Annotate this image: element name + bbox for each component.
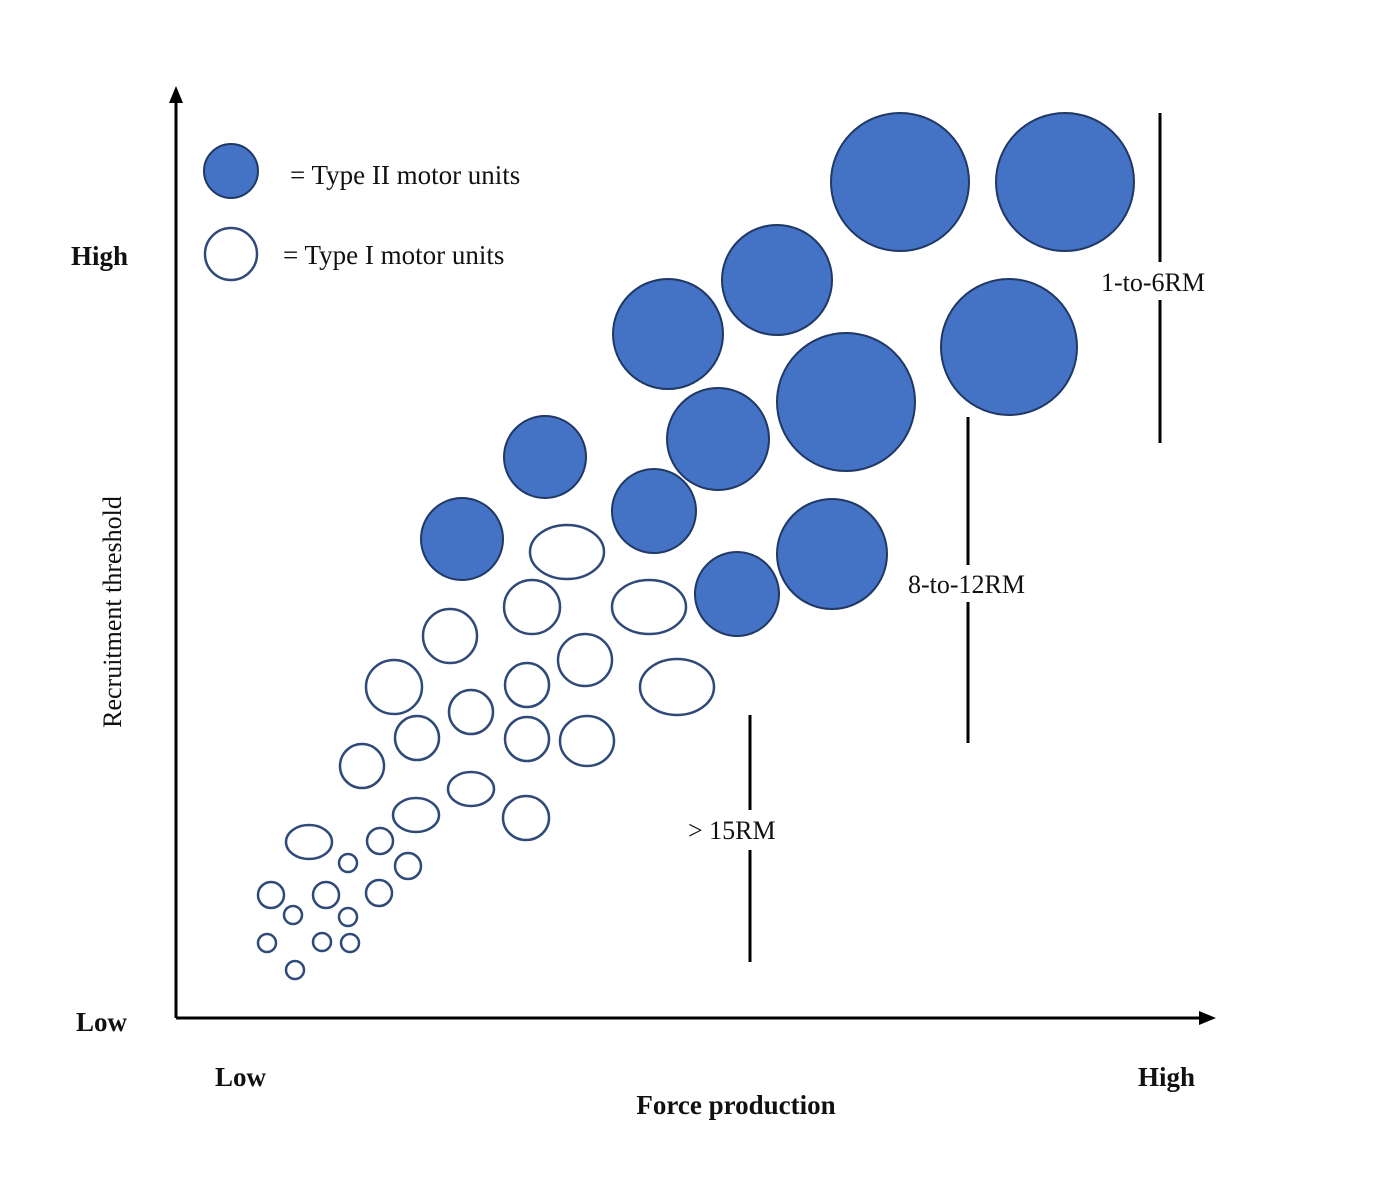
type-ii-motor-unit	[611, 468, 697, 554]
type-i-motor-unit	[364, 658, 424, 716]
type-ii-motor-unit	[666, 387, 770, 491]
type-i-motor-unit	[284, 959, 306, 981]
type-i-motor-unit	[365, 826, 395, 856]
type-i-motor-unit	[256, 932, 278, 954]
x-axis-high-label: High	[1138, 1062, 1195, 1092]
type-i-motor-unit	[337, 852, 359, 874]
type-ii-motor-units	[420, 112, 1135, 637]
legend: = Type II motor units = Type I motor uni…	[203, 143, 520, 282]
type-i-motor-unit	[446, 770, 496, 808]
type-i-motor-unit	[339, 932, 361, 954]
type-ii-motor-unit	[776, 498, 888, 610]
legend-type-i-label: = Type I motor units	[283, 240, 504, 270]
type-i-motor-unit	[364, 878, 394, 908]
range-label-light: > 15RM	[688, 816, 776, 845]
type-i-motor-unit	[256, 880, 286, 910]
x-axis-low-label: Low	[215, 1062, 267, 1092]
type-i-motor-unit	[558, 714, 616, 768]
type-ii-motor-unit	[940, 278, 1078, 416]
type-ii-motor-unit	[503, 415, 587, 499]
type-ii-motor-unit	[420, 497, 504, 581]
y-axis-high-label: High	[71, 241, 128, 271]
type-i-motor-unit	[638, 657, 716, 717]
type-i-motor-unit	[528, 523, 606, 581]
type-i-motor-unit	[502, 578, 562, 636]
type-i-motor-unit	[311, 931, 333, 953]
type-i-motor-unit	[447, 688, 495, 736]
type-i-motor-unit	[391, 796, 441, 834]
type-i-motor-unit	[556, 632, 614, 688]
type-ii-motor-unit	[995, 112, 1135, 252]
y-axis-title: Recruitment threshold	[98, 496, 127, 728]
type-i-motor-unit	[338, 742, 386, 790]
legend-type-ii-swatch	[203, 143, 259, 199]
type-i-motor-unit	[503, 661, 551, 709]
axes	[169, 86, 1216, 1025]
y-axis-arrow-icon	[169, 86, 183, 103]
type-ii-motor-unit	[830, 112, 970, 252]
type-i-motor-unit	[421, 607, 479, 665]
type-i-motor-unit	[284, 823, 334, 861]
type-i-motor-unit	[610, 578, 688, 636]
type-i-motor-units	[256, 523, 716, 981]
type-i-motor-unit	[311, 880, 341, 910]
type-i-motor-unit	[503, 715, 551, 763]
y-axis-low-label: Low	[76, 1007, 128, 1037]
type-i-motor-unit	[337, 906, 359, 928]
legend-type-ii-label: = Type II motor units	[290, 160, 520, 190]
legend-type-i-swatch	[203, 226, 259, 282]
type-i-motor-unit	[393, 851, 423, 881]
type-i-motor-unit	[282, 904, 304, 926]
type-ii-motor-unit	[612, 278, 724, 390]
range-label-moderate: 8-to-12RM	[908, 570, 1025, 599]
type-ii-motor-unit	[776, 332, 916, 472]
x-axis-title: Force production	[636, 1090, 835, 1120]
range-label-heavy: 1-to-6RM	[1101, 268, 1205, 297]
type-i-motor-unit	[501, 794, 551, 842]
range-markers: 1-to-6RM 8-to-12RM > 15RM	[688, 113, 1205, 962]
x-axis-arrow-icon	[1199, 1011, 1216, 1025]
type-ii-motor-unit	[694, 551, 780, 637]
type-i-motor-unit	[393, 714, 441, 762]
type-ii-motor-unit	[721, 224, 833, 336]
